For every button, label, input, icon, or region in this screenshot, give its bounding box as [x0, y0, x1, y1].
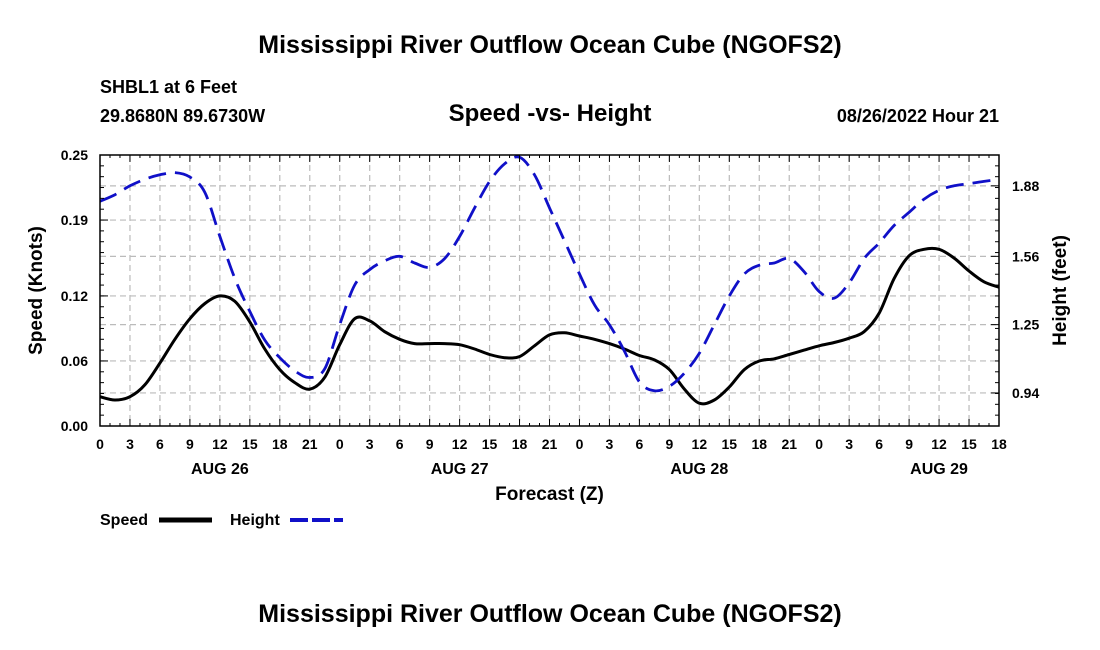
- x-tick-label: 0: [96, 436, 104, 452]
- x-tick-label: 3: [606, 436, 614, 452]
- x-date-label: AUG 29: [910, 461, 968, 478]
- x-tick-label: 15: [242, 436, 258, 452]
- x-axis-title: Forecast (Z): [495, 484, 604, 505]
- x-tick-label: 9: [186, 436, 194, 452]
- legend-layer: Speed Height: [100, 512, 343, 529]
- x-tick-label: 0: [336, 436, 344, 452]
- x-tick-label: 0: [576, 436, 584, 452]
- axis-layer: 0 3 6 9 12 15 18 21 0 3 6 9 12 15 18 21 0 3 6 9 12 15 18 21 0 3 6 9…: [26, 147, 1071, 505]
- x-tick-label: 12: [212, 436, 228, 452]
- x-tick-label: 15: [722, 436, 738, 452]
- x-tick-label: 6: [636, 436, 644, 452]
- x-tick-label: 15: [482, 436, 498, 452]
- x-tick-label: 6: [156, 436, 164, 452]
- station-coordinates: 29.8680N 89.6730W: [100, 106, 266, 126]
- x-tick-label: 12: [452, 436, 468, 452]
- x-tick-label: 18: [512, 436, 528, 452]
- y-tick-label-right: 1.88: [1012, 178, 1039, 194]
- x-tick-label: 6: [396, 436, 404, 452]
- x-tick-label: 18: [751, 436, 767, 452]
- y-axis-title-right: Height (feet): [1050, 235, 1071, 346]
- y-tick-label: 0.12: [61, 288, 88, 304]
- x-tick-label: 21: [542, 436, 558, 452]
- y-tick-label: 0.00: [61, 418, 88, 434]
- y-tick-label: 0.19: [61, 212, 88, 228]
- x-tick-label: 3: [126, 436, 134, 452]
- x-date-label: AUG 26: [191, 461, 249, 478]
- x-tick-label: 18: [272, 436, 288, 452]
- x-tick-label: 6: [875, 436, 883, 452]
- station-label: SHBL1 at 6 Feet: [100, 77, 238, 97]
- x-tick-label: 9: [905, 436, 913, 452]
- y-tick-label-right: 1.25: [1012, 317, 1039, 333]
- legend-height-label: Height: [230, 512, 280, 529]
- grid-layer: [100, 155, 999, 426]
- x-tick-label: 12: [692, 436, 708, 452]
- y-tick-label-right: 0.94: [1012, 385, 1039, 401]
- speed-series-line: [100, 246, 999, 406]
- y-axis-title-left: Speed (Knots): [26, 226, 47, 355]
- x-tick-label: 0: [815, 436, 823, 452]
- x-tick-label: 3: [366, 436, 374, 452]
- y-tick-label-right: 1.56: [1012, 248, 1039, 264]
- y-tick-label: 0.06: [61, 353, 88, 369]
- y-tick-label: 0.25: [61, 147, 88, 163]
- x-date-label: AUG 27: [431, 461, 489, 478]
- chart-footer-title: Mississippi River Outflow Ocean Cube (NG…: [258, 600, 842, 628]
- x-tick-label: 21: [302, 436, 318, 452]
- x-tick-label: 21: [781, 436, 797, 452]
- x-tick-label: 3: [845, 436, 853, 452]
- forecast-datetime: 08/26/2022 Hour 21: [836, 106, 999, 126]
- x-tick-label: 18: [991, 436, 1007, 452]
- height-series-line: [100, 155, 999, 393]
- chart-subtitle: Speed -vs- Height: [448, 100, 652, 127]
- x-tick-label: 15: [961, 436, 977, 452]
- series-layer: [100, 155, 999, 406]
- chart-main-title: Mississippi River Outflow Ocean Cube (NG…: [258, 31, 842, 59]
- x-tick-label: 12: [931, 436, 947, 452]
- legend-speed-label: Speed: [100, 512, 148, 529]
- x-date-label: AUG 28: [670, 461, 728, 478]
- x-tick-label: 9: [426, 436, 434, 452]
- x-tick-label: 9: [665, 436, 673, 452]
